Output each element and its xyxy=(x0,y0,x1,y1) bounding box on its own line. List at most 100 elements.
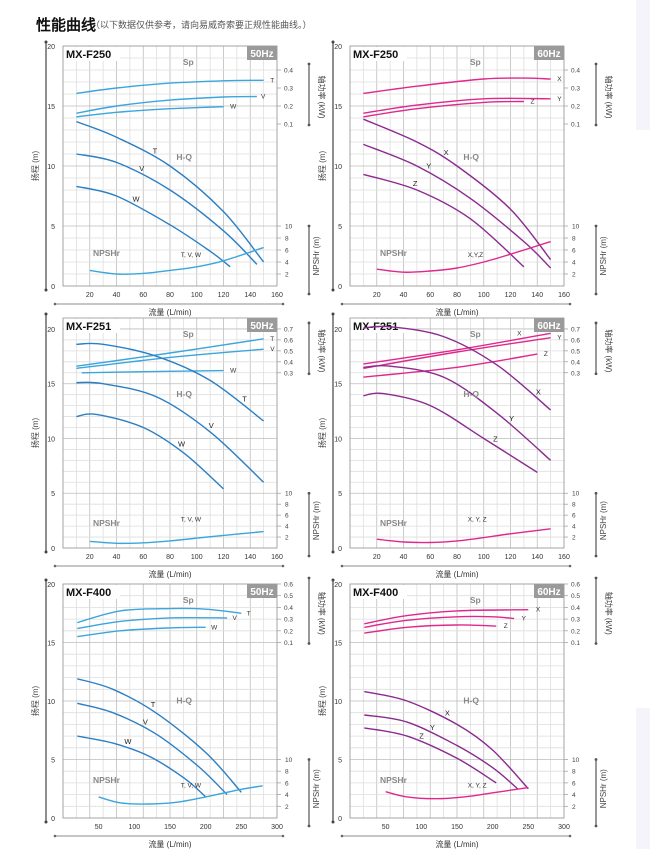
y-axis-label: 扬程 (m) xyxy=(317,151,327,182)
y-tick-label: 10 xyxy=(47,436,55,443)
axis-end-dot xyxy=(594,292,598,296)
sp-curve-label: T xyxy=(247,610,251,617)
x-axis-label: 流量 (L/min) xyxy=(435,307,478,317)
axis-end-dot xyxy=(307,576,311,580)
axis-end-dot xyxy=(568,834,572,838)
axis-end-dot xyxy=(307,372,311,376)
x-tick-label: 40 xyxy=(400,554,408,561)
hq-curve-t xyxy=(76,120,265,263)
y-tick-label: 5 xyxy=(51,758,55,765)
hq-curve-w xyxy=(77,735,207,798)
x-tick-label: 200 xyxy=(200,824,212,831)
y-tick-label: 15 xyxy=(47,641,55,648)
hq-curve-x xyxy=(363,325,552,411)
sp-curve-y xyxy=(363,337,551,370)
axis-end-dot xyxy=(281,834,285,838)
hq-curve-x xyxy=(363,118,552,261)
sp-curve-label: Y xyxy=(557,96,562,103)
y-axis-label: 扬程 (m) xyxy=(30,151,40,182)
chart-mx-f400-50hz: 0 5 10 15 20 扬程 (m) 50 100 150 200 250 300 流量 (L/min… xyxy=(30,576,327,849)
y-axis-label: 扬程 (m) xyxy=(317,686,327,717)
npsh-tick-label: 4 xyxy=(285,524,289,531)
x-tick-label: 140 xyxy=(244,554,256,561)
sp-curve-y xyxy=(364,615,515,628)
x-tick-label: 300 xyxy=(271,824,283,831)
chart-mx-f251-50hz: 0 5 10 15 20 扬程 (m) 20 40 60 80 100 120 140 160 流量 (L/… xyxy=(30,312,327,579)
power-tick-label: 0.6 xyxy=(571,337,580,344)
x-tick-label: 250 xyxy=(522,824,534,831)
y-axis-label: 扬程 (m) xyxy=(317,418,327,449)
x-tick-label: 300 xyxy=(558,824,570,831)
npsh-tick-label: 6 xyxy=(285,780,289,787)
y-axis-label: 扬程 (m) xyxy=(30,686,40,717)
sp-curve-w xyxy=(76,106,224,118)
hq-curve-label: T xyxy=(153,147,158,156)
npsh-axis-label: NPSHr (m) xyxy=(312,769,321,808)
sp-curve-t xyxy=(77,607,242,624)
model-title-bg xyxy=(64,47,120,61)
sp-label: Sp xyxy=(183,57,194,67)
x-tick-label: 20 xyxy=(86,292,94,299)
axis-end-dot xyxy=(594,321,598,325)
y-tick-label: 5 xyxy=(338,491,342,498)
hq-label: H-Q xyxy=(176,389,192,399)
axis-end-dot xyxy=(307,62,311,66)
y-tick-label: 10 xyxy=(334,164,342,171)
hq-curve-v xyxy=(76,381,265,483)
sp-curve-label: V xyxy=(270,346,275,353)
sp-curve-z xyxy=(363,100,524,118)
hq-curve-label: V xyxy=(143,717,148,726)
power-axis-label: 轴功率 (kW) xyxy=(604,329,614,372)
x-tick-label: 120 xyxy=(505,292,517,299)
npsh-tick-label: 8 xyxy=(285,502,289,509)
power-axis-label: 轴功率 (kW) xyxy=(604,592,614,635)
sp-curve-z xyxy=(363,353,538,378)
sp-curve-label: X xyxy=(557,76,562,83)
y-tick-label: 10 xyxy=(334,699,342,706)
axis-end-dot xyxy=(594,224,598,228)
hq-curve-y xyxy=(363,364,552,461)
x-tick-label: 200 xyxy=(487,824,499,831)
power-axis-label: 轴功率 (kW) xyxy=(317,75,327,118)
y-tick-label: 20 xyxy=(334,582,342,589)
axis-end-dot xyxy=(340,834,344,838)
power-tick-label: 0.2 xyxy=(571,628,580,635)
sp-curve-z xyxy=(364,624,497,634)
npsh-tick-label: 2 xyxy=(572,535,576,542)
hq-curve-w xyxy=(76,185,231,268)
hq-curve-label: W xyxy=(124,737,132,746)
power-tick-label: 0.3 xyxy=(284,370,293,377)
npshr-label: NPSHr xyxy=(380,518,408,528)
npsh-tick-label: 6 xyxy=(572,248,576,255)
y-tick-label: 0 xyxy=(51,546,55,553)
hq-curve-label: V xyxy=(139,164,144,173)
power-tick-label: 0.4 xyxy=(571,359,580,366)
x-tick-label: 140 xyxy=(531,554,543,561)
hq-curve-label: Z xyxy=(419,731,424,740)
x-tick-label: 160 xyxy=(558,292,570,299)
x-tick-label: 80 xyxy=(453,292,461,299)
frequency-badge-label: 60Hz xyxy=(537,321,560,332)
npsh-tick-label: 10 xyxy=(572,224,580,231)
npsh-tick-label: 2 xyxy=(285,804,289,811)
npsh-tick-label: 8 xyxy=(572,236,576,243)
y-tick-label: 20 xyxy=(47,44,55,51)
axis-end-dot xyxy=(594,123,598,127)
right-scroll-strip-bottom xyxy=(636,708,650,849)
sp-curve-label: T xyxy=(270,77,274,84)
axis-end-dot xyxy=(307,824,311,828)
axis-end-dot xyxy=(594,758,598,761)
power-tick-label: 0.1 xyxy=(284,122,293,129)
sp-curve-t xyxy=(76,79,264,95)
model-title: MX-F250 xyxy=(66,49,111,61)
y-tick-label: 20 xyxy=(334,44,342,51)
sp-label: Sp xyxy=(470,595,481,605)
power-tick-label: 0.4 xyxy=(284,68,293,75)
axis-end-dot xyxy=(44,288,48,292)
right-scroll-strip-top xyxy=(636,0,650,130)
npsh-axis-label: NPSHr (m) xyxy=(312,236,321,275)
axis-end-dot xyxy=(594,372,598,376)
model-title-bg xyxy=(351,585,407,599)
npshr-curve xyxy=(376,240,551,273)
